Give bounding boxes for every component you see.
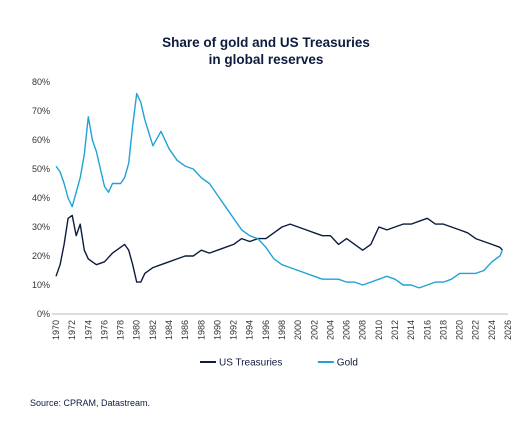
x-tick-label: 1984 bbox=[164, 320, 174, 340]
y-tick-label: 50% bbox=[32, 164, 50, 174]
x-tick-label: 2004 bbox=[325, 320, 335, 340]
legend: US Treasuries Gold bbox=[200, 358, 358, 369]
y-tick-label: 80% bbox=[32, 77, 50, 87]
x-tick-label: 2022 bbox=[471, 320, 481, 340]
x-tick-label: 2008 bbox=[358, 320, 368, 340]
y-tick-label: 10% bbox=[32, 280, 50, 290]
y-tick-label: 60% bbox=[32, 135, 50, 145]
legend-label: US Treasuries bbox=[219, 358, 282, 369]
x-tick-label: 1980 bbox=[132, 320, 142, 340]
series-line-gold bbox=[55, 92, 504, 289]
chart-title-block: Share of gold and US Treasuries in globa… bbox=[0, 34, 532, 68]
source-note: Source: CPRAM, Datastream. bbox=[30, 398, 151, 408]
x-tick-label: 1986 bbox=[180, 320, 190, 340]
y-tick-label: 40% bbox=[32, 193, 50, 203]
x-tick-label: 1994 bbox=[245, 320, 255, 340]
x-tick-label: 2016 bbox=[422, 320, 432, 340]
x-tick-label: 2000 bbox=[293, 320, 303, 340]
y-tick-label: 20% bbox=[32, 251, 50, 261]
x-tick-label: 2010 bbox=[374, 320, 384, 340]
x-axis: 1970 1972 1974 1976 1978 1980 1982 1984 1986 1988… bbox=[51, 320, 513, 340]
x-tick-label: 2018 bbox=[438, 320, 448, 340]
chart-subtitle: in global reserves bbox=[208, 52, 324, 67]
series-lines bbox=[55, 92, 504, 289]
x-tick-label: 1970 bbox=[51, 320, 61, 340]
x-tick-label: 1990 bbox=[212, 320, 222, 340]
x-tick-label: 2020 bbox=[455, 320, 465, 340]
y-tick-label: 30% bbox=[32, 222, 50, 232]
x-tick-label: 2014 bbox=[406, 320, 416, 340]
x-tick-label: 1976 bbox=[99, 320, 109, 340]
series-line-us-treasuries bbox=[55, 214, 503, 283]
legend-label: Gold bbox=[337, 358, 358, 369]
x-tick-label: 2002 bbox=[309, 320, 319, 340]
x-tick-label: 1982 bbox=[148, 320, 158, 340]
x-tick-label: 1998 bbox=[277, 320, 287, 340]
y-tick-label: 0% bbox=[37, 309, 50, 319]
x-tick-label: 1996 bbox=[261, 320, 271, 340]
chart-title: Share of gold and US Treasuries bbox=[162, 35, 370, 50]
x-tick-label: 1972 bbox=[67, 320, 77, 340]
x-tick-label: 2012 bbox=[390, 320, 400, 340]
x-tick-label: 1988 bbox=[196, 320, 206, 340]
x-tick-label: 1992 bbox=[229, 320, 239, 340]
x-tick-label: 2024 bbox=[487, 320, 497, 340]
x-tick-label: 2026 bbox=[503, 320, 513, 340]
x-tick-label: 2006 bbox=[342, 320, 352, 340]
x-tick-label: 1974 bbox=[83, 320, 93, 340]
x-tick-label: 1978 bbox=[116, 320, 126, 340]
y-axis: 0% 10% 20% 30% 40% 50% 60% 70% 80% bbox=[32, 77, 50, 319]
y-tick-label: 70% bbox=[32, 106, 50, 116]
